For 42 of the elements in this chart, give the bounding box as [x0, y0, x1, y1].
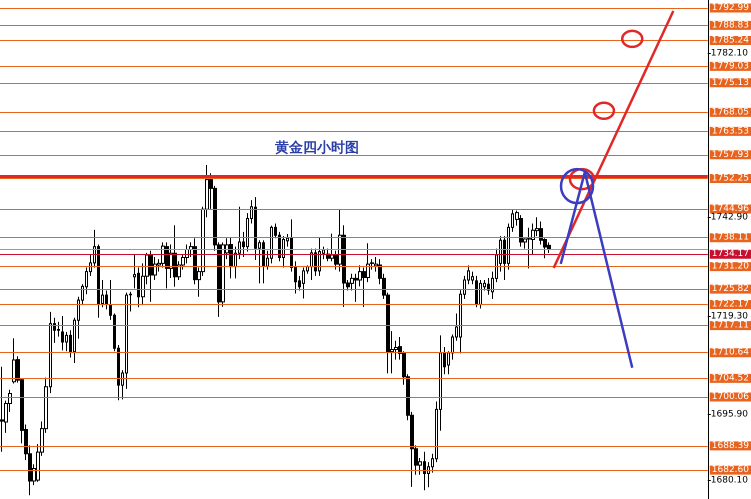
- candlestick: [479, 280, 482, 310]
- candlestick: [475, 275, 478, 308]
- candlestick: [229, 236, 233, 279]
- candlestick: [173, 224, 177, 288]
- ref-line-label: 1725.82: [712, 284, 749, 294]
- ref-line-label: 1738.11: [712, 232, 749, 243]
- ref-line-label: 1788.83: [712, 20, 749, 30]
- ref-line-label: 1688.39: [712, 440, 750, 451]
- candlestick: [149, 250, 153, 302]
- candlestick: [165, 242, 169, 289]
- ref-line-label: 1763.53: [712, 126, 749, 136]
- ref-line-label: 1775.13: [712, 78, 749, 88]
- candlestick: [310, 248, 313, 281]
- candlestick: [318, 236, 321, 276]
- ref-line-label: 1717.11: [712, 320, 749, 331]
- candlestick: [302, 267, 305, 299]
- y-tick-label: 1742.90: [710, 212, 748, 223]
- candlestick: [12, 338, 16, 384]
- ref-line-label: 1682.60: [712, 465, 750, 476]
- ref-line-label: 1731.20: [712, 262, 750, 272]
- y-tick-label: 1719.30: [710, 311, 748, 322]
- candlestick: [262, 240, 265, 284]
- ref-line-label: 1734.17: [712, 249, 749, 260]
- ref-line-label: 1779.03: [712, 61, 749, 72]
- y-tick-label: 1782.10: [710, 48, 748, 59]
- text: 黄金四小时图: [274, 140, 359, 156]
- ref-line-label: 1785.24: [712, 35, 750, 46]
- candlestick: [282, 236, 285, 268]
- candlestick: [61, 316, 64, 351]
- y-tick-label: 1680.10: [710, 476, 748, 486]
- ref-line-label: 1700.06: [712, 392, 750, 402]
- candlestick: [527, 227, 531, 269]
- ref-line-label: 1704.52: [712, 373, 749, 384]
- ref-line-label: 1792.99: [712, 2, 750, 13]
- candlestick: [0, 366, 4, 452]
- ref-line-label: 1710.64: [712, 348, 750, 358]
- ref-line-label: 1757.93: [712, 150, 749, 160]
- ref-line-label: 1768.05: [712, 107, 749, 118]
- ref-line-label: 1722.17: [712, 299, 749, 310]
- candlestick: [519, 214, 523, 248]
- ref-line-label: 1752.25: [712, 174, 749, 184]
- y-tick-label: 1695.90: [710, 409, 748, 420]
